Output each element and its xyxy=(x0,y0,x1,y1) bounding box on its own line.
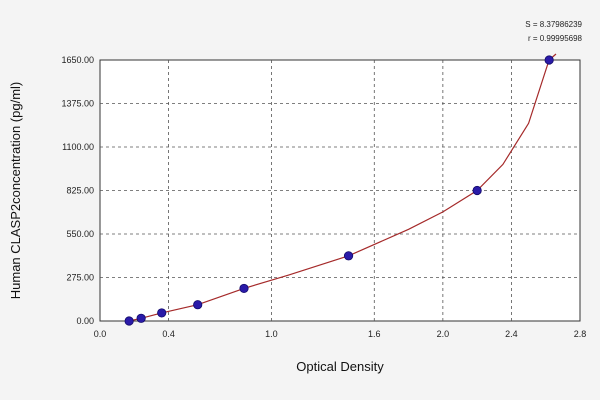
data-point xyxy=(157,308,167,318)
data-point xyxy=(472,185,482,196)
x-tick-label: 2.8 xyxy=(574,329,587,339)
fit-stat-r: r = 0.99995698 xyxy=(528,34,583,43)
x-axis-ticks: 0.0 0.4 1.0 1.6 2.0 2.4 2.8 xyxy=(94,329,587,339)
data-point xyxy=(343,251,354,261)
y-axis-ticks: 0.00 275.00 550.00 825.00 1100.00 1375.00 1650… xyxy=(61,55,94,326)
y-tick-label: 825.00 xyxy=(66,186,94,196)
fit-stat-s: S = 8.37986239 xyxy=(525,20,582,29)
data-point xyxy=(544,55,554,65)
x-tick-label: 1.6 xyxy=(368,329,381,339)
y-tick-label: 550.00 xyxy=(66,229,94,239)
y-tick-label: 1375.00 xyxy=(61,99,94,109)
y-tick-label: 1650.00 xyxy=(61,55,94,65)
x-tick-label: 0.4 xyxy=(162,329,175,339)
data-point xyxy=(239,283,249,294)
x-tick-label: 2.0 xyxy=(437,329,450,339)
x-tick-label: 0.0 xyxy=(94,329,107,339)
data-point xyxy=(136,313,146,323)
data-point xyxy=(193,300,203,310)
x-axis-label: Optical Density xyxy=(296,359,384,374)
data-point xyxy=(124,316,134,326)
y-tick-label: 275.00 xyxy=(66,273,94,283)
x-tick-label: 2.4 xyxy=(505,329,518,339)
fit-curve xyxy=(128,53,557,322)
grid-lines xyxy=(100,60,580,321)
y-axis-label: Human CLASP2concentration (pg/ml) xyxy=(8,82,23,300)
data-points xyxy=(124,55,554,326)
x-tick-label: 1.0 xyxy=(265,329,278,339)
y-tick-label: 0.00 xyxy=(76,316,94,326)
y-tick-label: 1100.00 xyxy=(62,142,94,152)
